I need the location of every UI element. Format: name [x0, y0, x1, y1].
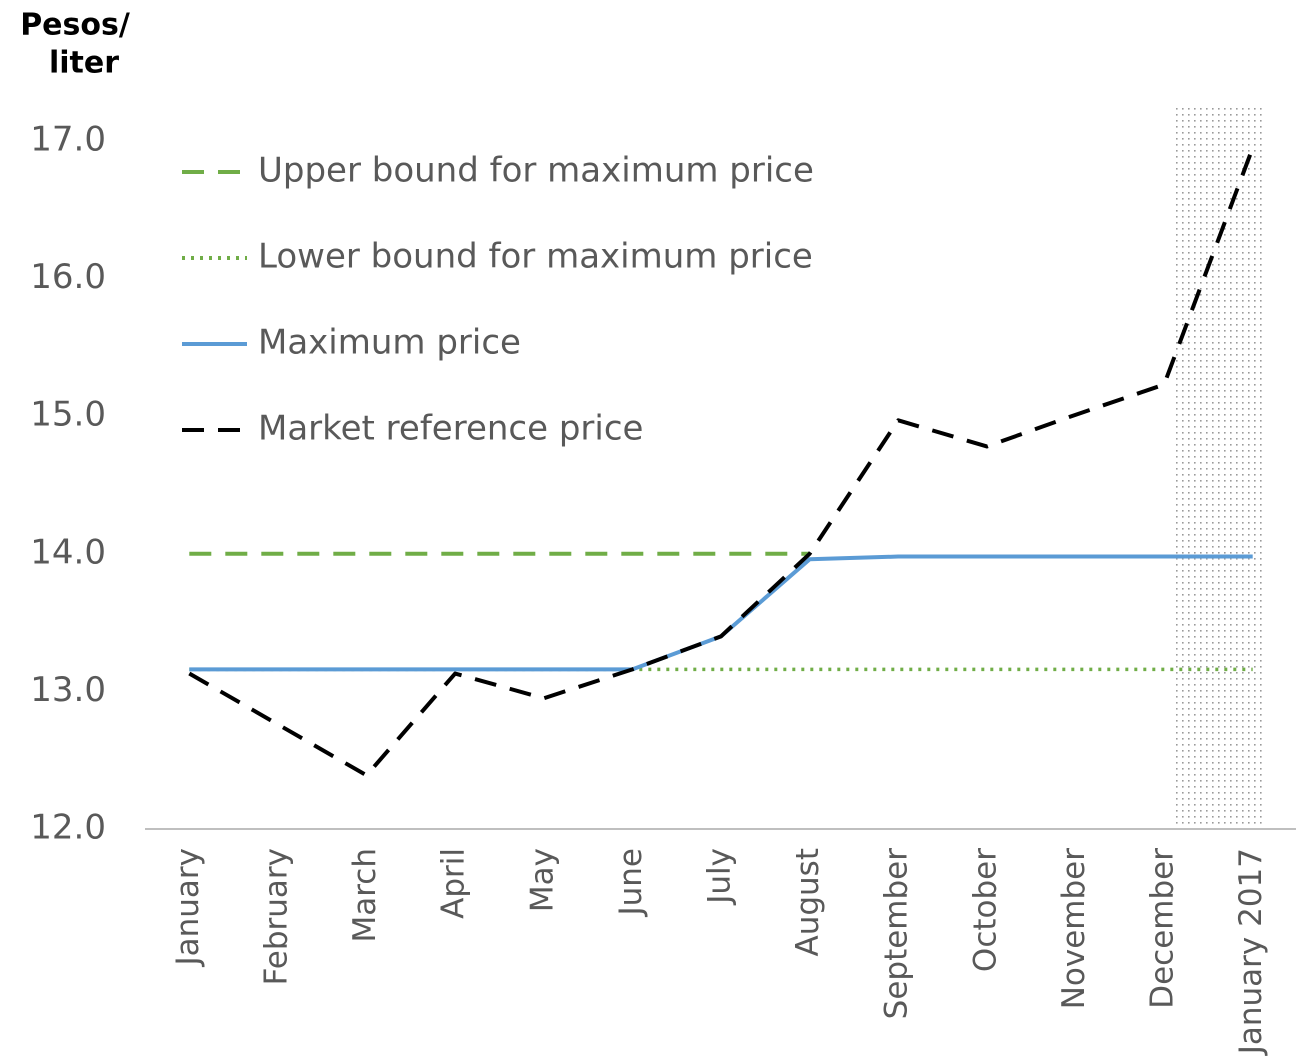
x-tick-label: February [258, 848, 294, 985]
x-tick-label: May [524, 848, 560, 912]
y-tick-label: 13.0 [30, 670, 106, 710]
legend-label: Upper bound for maximum price [258, 151, 814, 191]
x-tick-label: September [879, 848, 915, 1020]
y-tick-label: 16.0 [30, 257, 106, 297]
forecast-shading [1176, 105, 1264, 829]
x-tick-label: August [790, 848, 826, 957]
x-tick-label: March [347, 848, 383, 943]
series-line [188, 147, 1255, 778]
x-tick-label: January 2017 [1233, 848, 1269, 1056]
y-tick-label: 15.0 [30, 395, 106, 435]
x-tick-label: January [170, 848, 206, 968]
x-tick-label: June [613, 848, 649, 918]
legend-label: Lower bound for maximum price [258, 237, 813, 277]
x-tick-label: April [436, 848, 472, 919]
y-tick-label: 17.0 [30, 120, 106, 160]
x-tick-label: December [1145, 848, 1181, 1009]
y-tick-label: 14.0 [30, 532, 106, 572]
y-axis-label: Pesos/ [20, 8, 130, 43]
y-axis-label: liter [49, 46, 119, 81]
y-tick-label: 12.0 [30, 808, 106, 848]
series-line [189, 554, 1253, 672]
x-tick-label: October [967, 848, 1003, 972]
x-tick-label: November [1056, 848, 1092, 1010]
legend-label: Market reference price [258, 409, 643, 449]
x-tick-label: July [702, 848, 738, 906]
legend-label: Maximum price [258, 323, 521, 363]
